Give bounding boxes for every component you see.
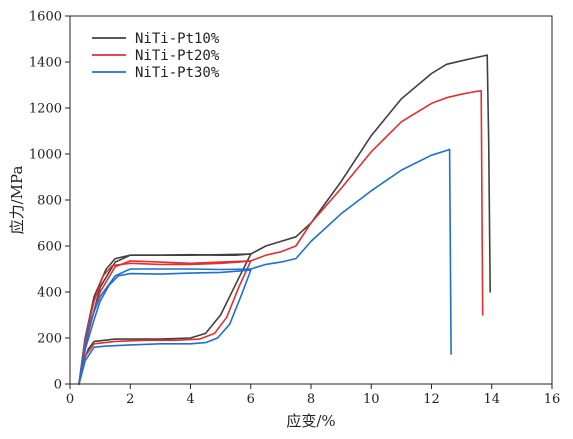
x-tick-label: 14 <box>483 392 500 407</box>
y-tick-label: 800 <box>37 194 62 209</box>
x-tick-label: 10 <box>363 392 380 407</box>
ticks-layer: 0 2 4 6 8 10 12 14 16 0 200 400 600 800 1000 1200 1400 16… <box>29 10 560 408</box>
x-tick-label: 6 <box>247 392 255 407</box>
series-layer <box>78 54 491 385</box>
series-line-segment <box>78 260 252 385</box>
x-tick-label: 2 <box>126 392 134 407</box>
x-tick-label: 0 <box>66 392 74 407</box>
series-line-segment <box>78 253 252 385</box>
y-axis-label: 应力/MPa <box>8 166 26 235</box>
y-tick-label: 1400 <box>29 56 62 71</box>
series-line-segment <box>250 148 452 355</box>
series-line-segment <box>78 269 252 385</box>
y-tick-label: 1000 <box>29 148 62 163</box>
series-line-segment <box>78 260 252 385</box>
series-line-segment <box>250 54 491 293</box>
series-line-segment <box>78 268 252 385</box>
y-tick-label: 600 <box>37 240 62 255</box>
x-tick-label: 16 <box>544 392 561 407</box>
legend: NiTi-Pt10%NiTi-Pt20%NiTi-Pt30% <box>92 31 220 81</box>
legend-label: NiTi-Pt20% <box>135 48 220 64</box>
x-axis-label: 应变/% <box>286 412 335 430</box>
series-3 <box>78 148 452 385</box>
x-tick-label: 4 <box>186 392 194 407</box>
y-tick-label: 0 <box>54 378 62 393</box>
x-tick-label: 12 <box>423 392 440 407</box>
x-tick-label: 8 <box>307 392 315 407</box>
legend-label: NiTi-Pt30% <box>135 65 220 81</box>
y-tick-label: 400 <box>37 286 62 301</box>
series-line-segment <box>78 269 252 385</box>
y-tick-label: 1200 <box>29 102 62 117</box>
y-tick-label: 200 <box>37 332 62 347</box>
series-line-segment <box>250 90 484 316</box>
legend-label: NiTi-Pt10% <box>135 31 220 47</box>
y-tick-label: 1600 <box>29 10 62 25</box>
